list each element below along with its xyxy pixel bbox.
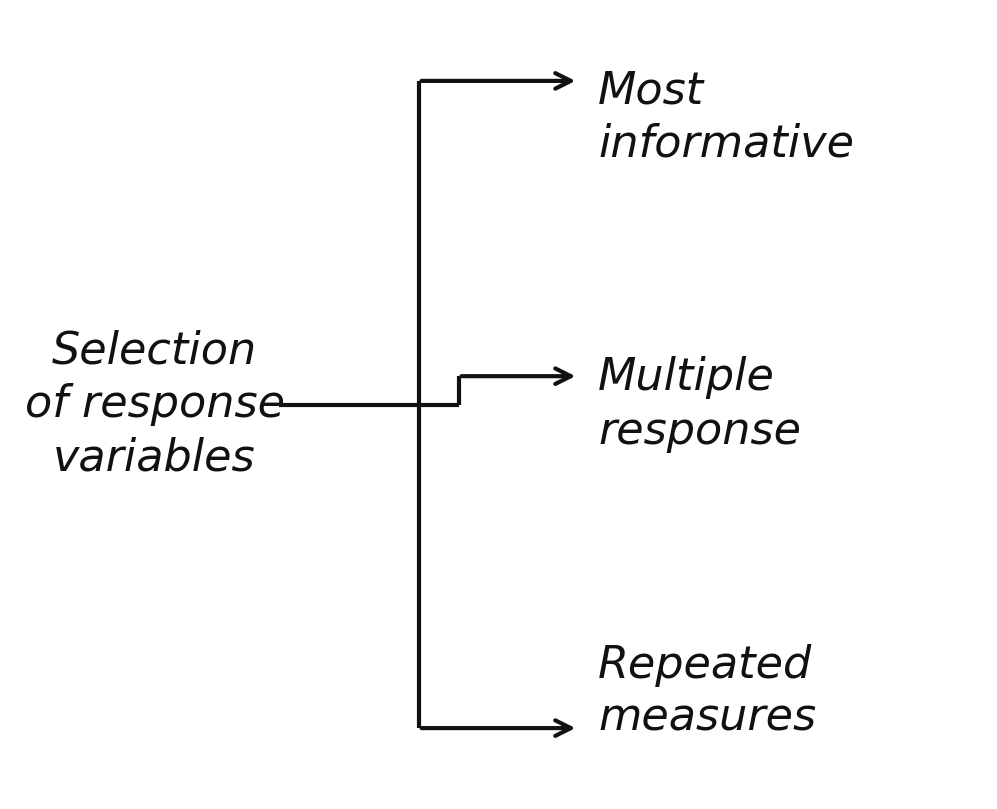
Text: Multiple
response: Multiple response — [598, 357, 802, 452]
Text: Selection
of response
variables: Selection of response variables — [25, 330, 284, 479]
Text: Repeated
measures: Repeated measures — [598, 644, 817, 739]
Text: Most
informative: Most informative — [598, 70, 854, 165]
